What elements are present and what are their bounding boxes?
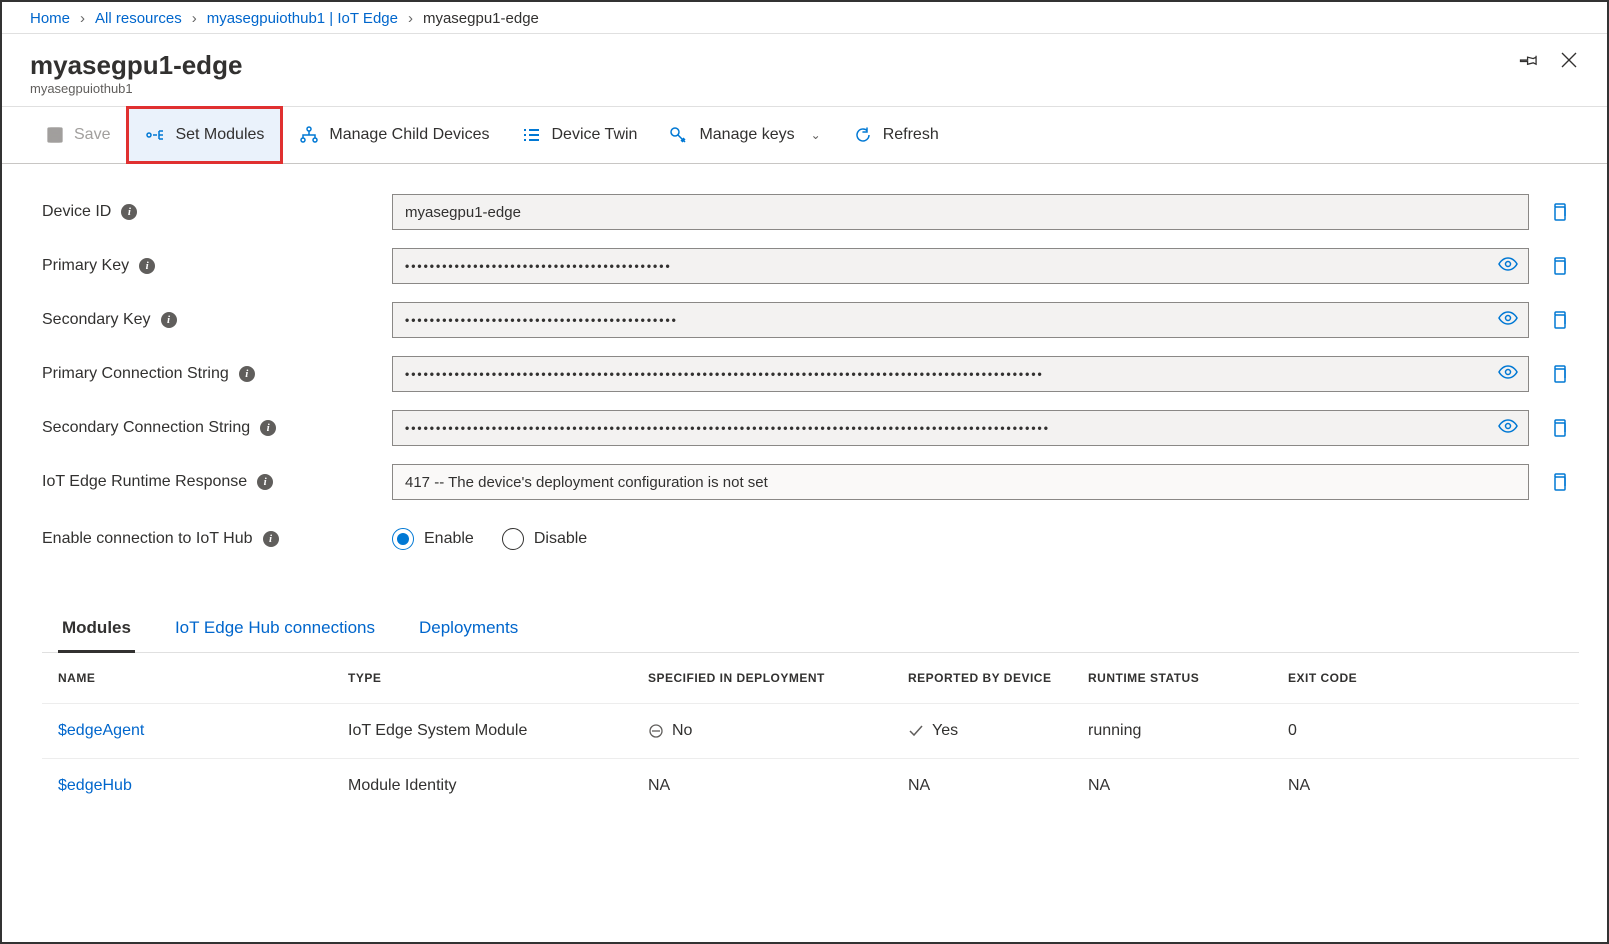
tabs: Modules IoT Edge Hub connections Deploym… (42, 608, 1579, 653)
module-type: IoT Edge System Module (348, 722, 648, 740)
primary-key-label: Primary Key (42, 257, 129, 275)
enable-conn-label: Enable connection to IoT Hub (42, 530, 253, 548)
info-icon[interactable]: i (161, 312, 177, 328)
device-twin-button[interactable]: Device Twin (505, 106, 653, 164)
tab-hub-connections[interactable]: IoT Edge Hub connections (171, 608, 379, 652)
th-rt: RUNTIME STATUS (1088, 671, 1288, 685)
info-icon[interactable]: i (121, 204, 137, 220)
refresh-icon (853, 126, 873, 144)
toolbar: Save Set Modules Manage Child Devices De… (2, 106, 1607, 164)
secondary-key-field[interactable]: ••••••••••••••••••••••••••••••••••••••••… (392, 302, 1529, 338)
page-subtitle: myasegpuiothub1 (30, 81, 242, 96)
set-modules-icon (145, 126, 165, 144)
list-icon (521, 126, 541, 144)
th-exit: EXIT CODE (1288, 671, 1408, 685)
module-exit: NA (1288, 777, 1408, 795)
enable-radio[interactable]: Enable (392, 528, 474, 550)
info-icon[interactable]: i (260, 420, 276, 436)
tab-deployments[interactable]: Deployments (415, 608, 522, 652)
module-spec: NA (648, 777, 908, 795)
module-reported: NA (908, 777, 1088, 795)
breadcrumb: Home › All resources › myasegpuiothub1 |… (2, 2, 1607, 34)
close-icon[interactable] (1559, 50, 1579, 73)
module-name-link[interactable]: $edgeAgent (58, 722, 348, 740)
copy-icon[interactable] (1539, 364, 1579, 384)
pin-icon[interactable] (1519, 50, 1539, 73)
disable-radio[interactable]: Disable (502, 528, 587, 550)
module-reported: Yes (908, 722, 1088, 740)
device-id-label: Device ID (42, 203, 111, 221)
breadcrumb-home[interactable]: Home (30, 10, 70, 27)
reveal-icon[interactable] (1498, 419, 1518, 437)
secondary-key-label: Secondary Key (42, 311, 151, 329)
module-runtime: running (1088, 722, 1288, 740)
reveal-icon[interactable] (1498, 257, 1518, 275)
copy-icon[interactable] (1539, 418, 1579, 438)
tab-modules[interactable]: Modules (58, 608, 135, 653)
module-name-link[interactable]: $edgeHub (58, 777, 348, 795)
save-button: Save (30, 106, 126, 164)
info-icon[interactable]: i (257, 474, 273, 490)
th-rep: REPORTED BY DEVICE (908, 671, 1088, 685)
info-icon[interactable]: i (239, 366, 255, 382)
page-title: myasegpu1-edge (30, 50, 242, 81)
module-spec: No (648, 722, 908, 740)
reveal-icon[interactable] (1498, 365, 1518, 383)
copy-icon[interactable] (1539, 472, 1579, 492)
table-row: $edgeAgentIoT Edge System ModuleNoYesrun… (42, 703, 1579, 758)
module-type: Module Identity (348, 777, 648, 795)
breadcrumb-current: myasegpu1-edge (423, 10, 539, 27)
module-exit: 0 (1288, 722, 1408, 740)
key-icon (669, 126, 689, 144)
secondary-conn-label: Secondary Connection String (42, 419, 250, 437)
modules-table: NAME TYPE SPECIFIED IN DEPLOYMENT REPORT… (42, 653, 1579, 813)
reveal-icon[interactable] (1498, 311, 1518, 329)
copy-icon[interactable] (1539, 310, 1579, 330)
manage-keys-button[interactable]: Manage keys ⌄ (653, 106, 836, 164)
breadcrumb-hub[interactable]: myasegpuiothub1 | IoT Edge (207, 10, 398, 27)
module-runtime: NA (1088, 777, 1288, 795)
hierarchy-icon (299, 126, 319, 144)
info-icon[interactable]: i (139, 258, 155, 274)
copy-icon[interactable] (1539, 256, 1579, 276)
set-modules-button[interactable]: Set Modules (126, 106, 283, 164)
secondary-conn-field[interactable]: ••••••••••••••••••••••••••••••••••••••••… (392, 410, 1529, 446)
primary-key-field[interactable]: ••••••••••••••••••••••••••••••••••••••••… (392, 248, 1529, 284)
th-type: TYPE (348, 671, 648, 685)
primary-conn-field[interactable]: ••••••••••••••••••••••••••••••••••••••••… (392, 356, 1529, 392)
table-row: $edgeHubModule IdentityNANANANA (42, 758, 1579, 813)
info-icon[interactable]: i (263, 531, 279, 547)
breadcrumb-all-resources[interactable]: All resources (95, 10, 182, 27)
manage-child-devices-button[interactable]: Manage Child Devices (283, 106, 505, 164)
runtime-response-label: IoT Edge Runtime Response (42, 473, 247, 491)
copy-icon[interactable] (1539, 202, 1579, 222)
primary-conn-label: Primary Connection String (42, 365, 229, 383)
chevron-down-icon: ⌄ (811, 128, 821, 142)
runtime-response-field[interactable]: 417 -- The device's deployment configura… (392, 464, 1529, 500)
refresh-button[interactable]: Refresh (837, 106, 955, 164)
th-spec: SPECIFIED IN DEPLOYMENT (648, 671, 908, 685)
th-name: NAME (58, 671, 348, 685)
device-id-field[interactable]: myasegpu1-edge (392, 194, 1529, 230)
